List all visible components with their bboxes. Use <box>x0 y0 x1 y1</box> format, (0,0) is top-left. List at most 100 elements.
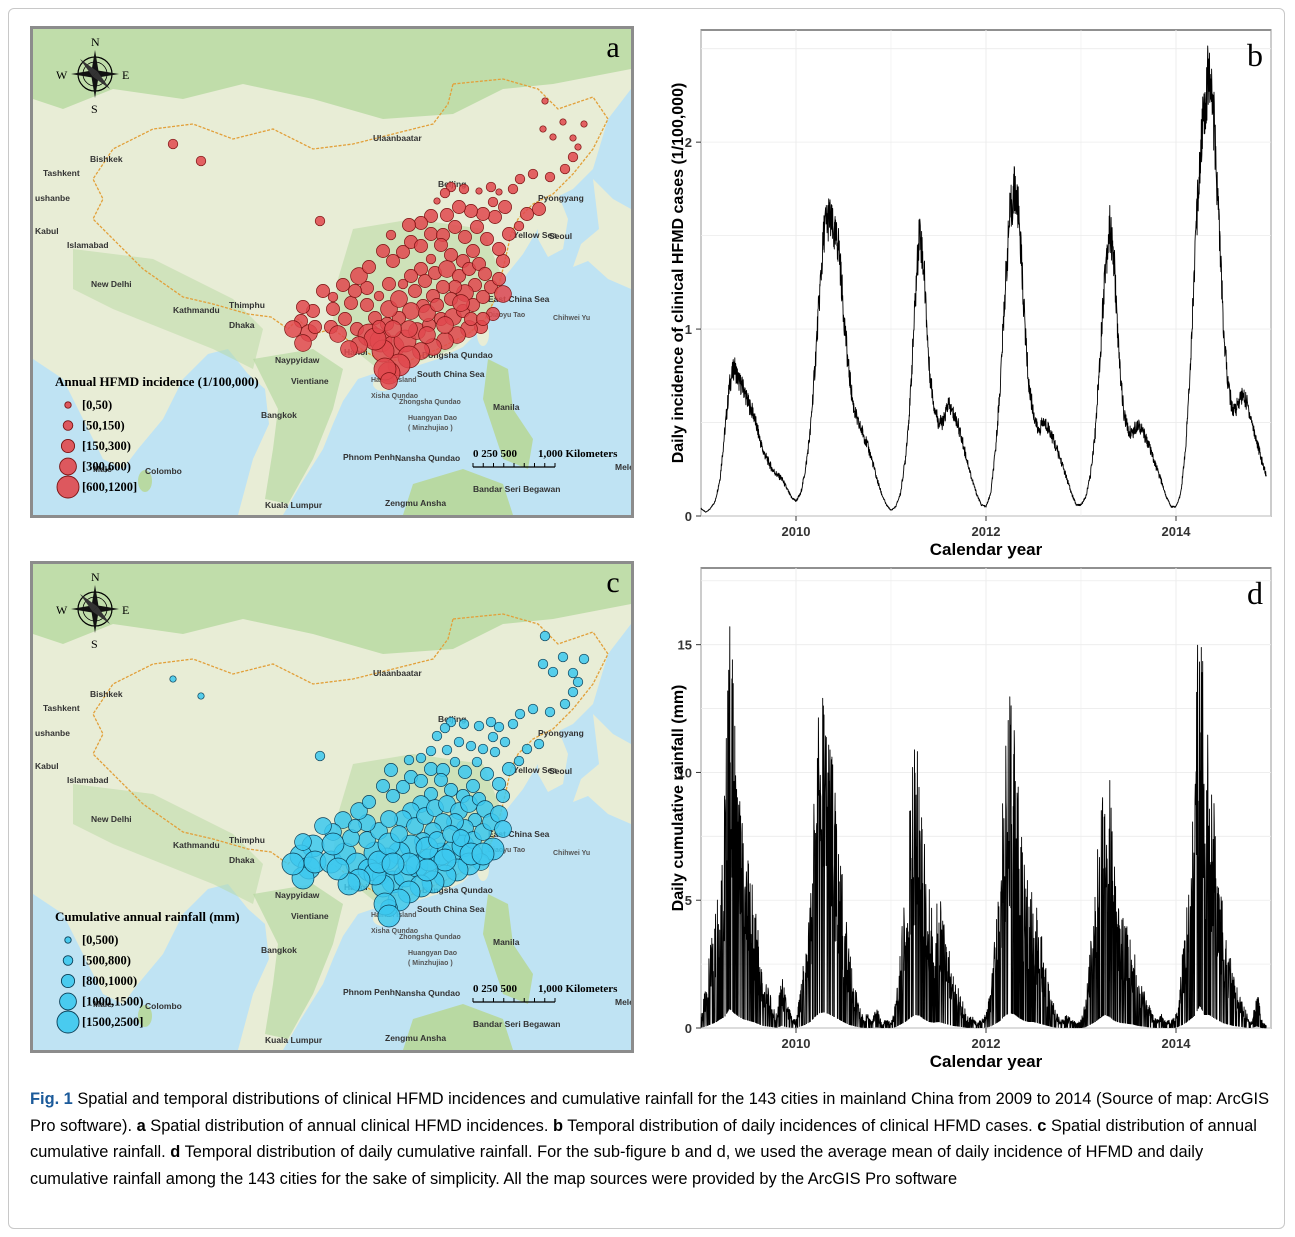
compass-s-label: S <box>91 637 98 651</box>
legend-item-label: [500,800) <box>82 954 131 968</box>
y-tick-label: 10 <box>678 765 692 780</box>
legend-marker <box>60 973 76 989</box>
city-marker <box>377 904 401 928</box>
land-borneo <box>403 1004 513 1050</box>
legend-marker <box>59 457 77 476</box>
place-label: Ulaanbaatar <box>373 668 422 678</box>
place-label: Zengmu Ansha <box>385 498 446 508</box>
city-marker <box>488 210 502 224</box>
place-label: Seoul <box>549 231 572 241</box>
figure-caption: Fig. 1 Spatial and temporal distribution… <box>30 1086 1270 1192</box>
city-marker <box>492 777 506 791</box>
city-marker <box>281 852 305 876</box>
city-marker <box>458 230 472 244</box>
city-marker <box>475 187 483 195</box>
compass-rose: N S E W <box>56 35 129 116</box>
caption-b-text: Temporal distribution of daily incidence… <box>562 1116 1038 1135</box>
vegetation-north <box>33 564 631 654</box>
x-tick-label: 2010 <box>782 524 811 539</box>
land-sri-lanka <box>138 470 152 492</box>
city-marker <box>376 779 390 793</box>
city-marker <box>436 316 454 334</box>
city-marker <box>559 698 571 710</box>
place-label: Melek <box>615 462 631 472</box>
compass-s-label: S <box>91 102 98 116</box>
city-marker <box>527 703 539 715</box>
place-label: Phnom Penh <box>343 452 395 462</box>
place-label: Zhongsha Qundao <box>399 934 461 941</box>
place-label: Thimphu <box>229 300 265 310</box>
city-marker <box>430 298 444 312</box>
city-marker <box>314 215 326 227</box>
city-marker <box>348 284 362 298</box>
city-marker <box>400 320 418 338</box>
legend-title: Cumulative annual rainfall (mm) <box>55 909 240 924</box>
place-label: East China Sea <box>488 294 550 304</box>
city-marker <box>557 651 569 663</box>
city-marker <box>464 204 478 218</box>
y-tick-label: 0 <box>685 509 692 524</box>
place-label: Islamabad <box>67 775 109 785</box>
city-marker <box>458 718 470 730</box>
place-label: Dhaka <box>229 855 255 865</box>
x-axis-label: Calendar year <box>930 540 1043 559</box>
legend-item-label: [300,600) <box>82 460 131 474</box>
city-marker <box>326 857 350 881</box>
compass-e-label: E <box>122 603 129 617</box>
city-marker <box>452 294 470 312</box>
city-marker <box>326 302 340 316</box>
city-marker <box>434 238 448 252</box>
city-marker <box>197 692 205 700</box>
place-label: Yellow Sea <box>513 765 557 775</box>
city-marker <box>438 260 456 278</box>
place-label: South China Sea <box>417 904 485 914</box>
map-panel-a: Ulaanbaatar Bishkek Tashkent ushanbe Kabul Is… <box>30 26 634 518</box>
city-marker <box>492 242 506 256</box>
caption-lead: Spatial and temporal distributions of cl… <box>30 1090 1270 1135</box>
place-label: Dongsha Qundao <box>422 885 493 895</box>
place-label: Kuala Lumpur <box>265 500 323 510</box>
caption-c-label: c <box>1037 1116 1047 1135</box>
city-marker <box>440 208 454 222</box>
compass-point <box>95 70 119 78</box>
city-marker <box>464 312 478 326</box>
place-label: Dongsha Qundao <box>422 350 493 360</box>
city-marker <box>425 253 437 265</box>
y-axis-label: Daily incidence of clinical HFMD cases (… <box>670 83 687 464</box>
city-marker <box>539 630 551 642</box>
city-marker <box>414 774 428 788</box>
legend-item-label: [0,50) <box>82 398 112 412</box>
vegetation-south-asia <box>73 249 263 369</box>
city-marker <box>386 254 400 268</box>
city-marker <box>527 168 539 180</box>
city-marker <box>485 181 497 193</box>
legend-marker <box>56 1010 80 1034</box>
city-marker <box>487 196 499 208</box>
y-tick-label: 1 <box>685 322 692 337</box>
place-label: Nansha Qundao <box>395 988 460 998</box>
place-label: Colombo <box>145 1001 182 1011</box>
city-marker <box>439 722 451 734</box>
place-label: Vientiane <box>291 376 329 386</box>
compass-point <box>71 605 95 613</box>
scale-bar <box>472 998 556 1003</box>
city-marker <box>314 750 326 762</box>
city-marker <box>414 239 428 253</box>
city-marker <box>362 795 376 809</box>
city-marker <box>514 173 526 185</box>
compass-w-label: W <box>56 68 68 82</box>
city-marker <box>448 280 462 294</box>
x-tick-label: 2012 <box>972 524 1001 539</box>
city-marker <box>539 125 547 133</box>
legend-title: Annual HFMD incidence (1/100,000) <box>55 374 259 389</box>
city-marker <box>513 755 525 767</box>
city-marker <box>382 277 396 291</box>
city-marker <box>567 686 579 698</box>
legend-item-label: [1000,1500) <box>82 995 143 1009</box>
city-marker <box>466 779 480 793</box>
city-marker <box>404 269 418 283</box>
place-label: Tashkent <box>43 703 80 713</box>
city-marker <box>494 820 512 838</box>
place-label: Kabul <box>35 226 59 236</box>
compass-n-label: N <box>91 35 100 49</box>
